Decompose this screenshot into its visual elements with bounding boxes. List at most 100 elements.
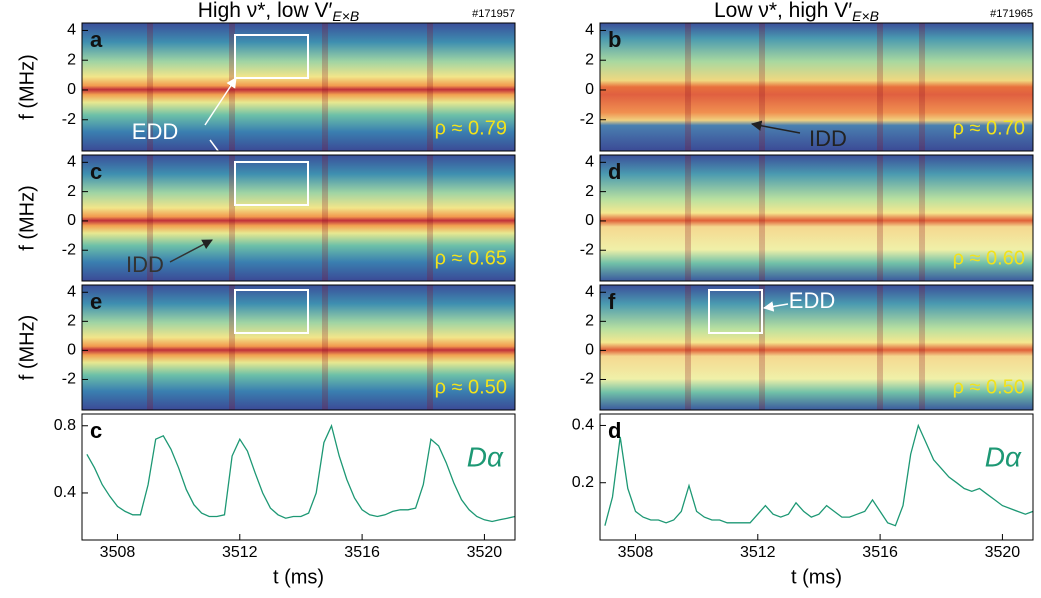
callout-arrow — [750, 120, 801, 134]
callout-label: EDD — [132, 119, 178, 144]
spectrogram-streak — [147, 23, 153, 151]
x-tick-label: 3520 — [985, 544, 1021, 561]
spectrogram-streak — [229, 155, 235, 281]
legend-label: Dα — [985, 441, 1022, 472]
callout-label: IDD — [809, 126, 847, 151]
title-main: Low ν*, high V′ — [714, 0, 852, 22]
y-tick-label: 4 — [67, 283, 76, 300]
callout-arrow — [169, 239, 213, 263]
x-axis-label: t (ms) — [791, 566, 842, 588]
data-line — [86, 423, 516, 523]
y-tick-label: 4 — [585, 154, 594, 171]
spectrogram-streak — [877, 285, 883, 410]
y-tick-label: 0 — [585, 81, 594, 98]
plot-frame — [599, 284, 1034, 411]
spectrogram-streak — [759, 23, 765, 151]
spectrogram — [82, 23, 515, 151]
spectrogram — [600, 23, 1033, 151]
spectrogram-streak — [877, 155, 883, 281]
panel-label: b — [608, 27, 621, 52]
callout-arrow — [762, 301, 789, 312]
y-tick-label: 0.2 — [572, 474, 594, 491]
y-tick-label: -2 — [580, 241, 594, 258]
legend-label: Dα — [467, 441, 504, 472]
plot-frame — [599, 413, 1034, 541]
plot-frame — [599, 154, 1034, 282]
y-tick-label: 0 — [67, 212, 76, 229]
y-tick-label: 2 — [585, 313, 594, 330]
y-tick-label: 0 — [67, 81, 76, 98]
spectrogram-streak — [685, 155, 691, 281]
title-main: High ν*, low V′ — [198, 0, 333, 22]
callout-label: EDD — [789, 288, 835, 313]
spectrogram-streak — [759, 285, 765, 410]
spectrogram-streak — [427, 23, 433, 151]
spectrogram-streak — [685, 285, 691, 410]
y-tick-label: 4 — [67, 22, 76, 39]
y-tick-label: -2 — [580, 111, 594, 128]
annotation: ρ ≈ 0.79 — [435, 117, 507, 139]
spectrogram-streak — [322, 23, 328, 151]
annotation: ρ ≈ 0.65 — [435, 247, 507, 269]
panel-label: f — [608, 289, 616, 314]
panel-title: Low ν*, high V′E×B — [714, 0, 879, 24]
annotation: ρ ≈ 0.70 — [953, 117, 1025, 139]
highlight-box — [234, 161, 309, 206]
shot-number: #171957 — [472, 8, 515, 20]
panel-label: a — [90, 27, 103, 52]
y-tick-label: -2 — [62, 241, 76, 258]
spectrogram-streak — [229, 285, 235, 410]
x-tick-label: 3508 — [100, 544, 136, 561]
title-subscript: E×B — [852, 8, 879, 24]
panel-title: High ν*, low V′E×B — [198, 0, 360, 24]
y-tick-label: 0.8 — [54, 417, 76, 434]
y-tick-label: 0 — [585, 212, 594, 229]
y-tick-label: -2 — [580, 371, 594, 388]
annotation: ρ ≈ 0.50 — [435, 376, 507, 398]
y-tick-label: 2 — [67, 313, 76, 330]
plot-frame — [81, 284, 516, 411]
data-line — [604, 423, 1034, 527]
y-axis-label: f (MHz) — [16, 315, 38, 381]
y-axis-label: f (MHz) — [16, 54, 38, 120]
y-tick-label: 2 — [67, 51, 76, 68]
spectrogram-streak — [877, 23, 883, 151]
annotation: ρ ≈ 0.60 — [953, 247, 1025, 269]
y-tick-label: 4 — [585, 283, 594, 300]
x-tick-label: 3520 — [467, 544, 503, 561]
panel-label: c — [90, 418, 102, 443]
spectrogram-streak — [427, 155, 433, 281]
shot-number: #171965 — [990, 8, 1033, 20]
x-axis-label: t (ms) — [273, 566, 324, 588]
y-tick-label: 2 — [585, 183, 594, 200]
spectrogram-streak — [759, 155, 765, 281]
spectrogram-streak — [685, 23, 691, 151]
y-tick-label: 4 — [67, 154, 76, 171]
plot-frame — [81, 22, 516, 152]
y-tick-label: -2 — [62, 111, 76, 128]
plot-frame — [81, 154, 516, 282]
callout-label: IDD — [126, 252, 164, 277]
y-tick-label: 4 — [585, 22, 594, 39]
spectrogram-streak — [919, 155, 925, 281]
spectrogram-streak — [919, 285, 925, 410]
x-tick-label: 3512 — [222, 544, 258, 561]
y-tick-label: 2 — [585, 51, 594, 68]
spectrogram-streak — [919, 23, 925, 151]
y-tick-label: -2 — [62, 371, 76, 388]
highlight-box — [234, 289, 309, 334]
spectrogram-streak — [147, 285, 153, 410]
y-tick-label: 0.4 — [572, 417, 594, 434]
spectrogram — [82, 285, 515, 410]
plot-frame — [599, 22, 1034, 152]
annotation: ρ ≈ 0.50 — [953, 376, 1025, 398]
panel-label: e — [90, 289, 102, 314]
y-tick-label: 0 — [67, 342, 76, 359]
panel-label: d — [608, 418, 621, 443]
x-tick-label: 3516 — [862, 544, 898, 561]
y-tick-label: 2 — [67, 183, 76, 200]
x-tick-label: 3508 — [618, 544, 654, 561]
spectrogram — [600, 285, 1033, 410]
